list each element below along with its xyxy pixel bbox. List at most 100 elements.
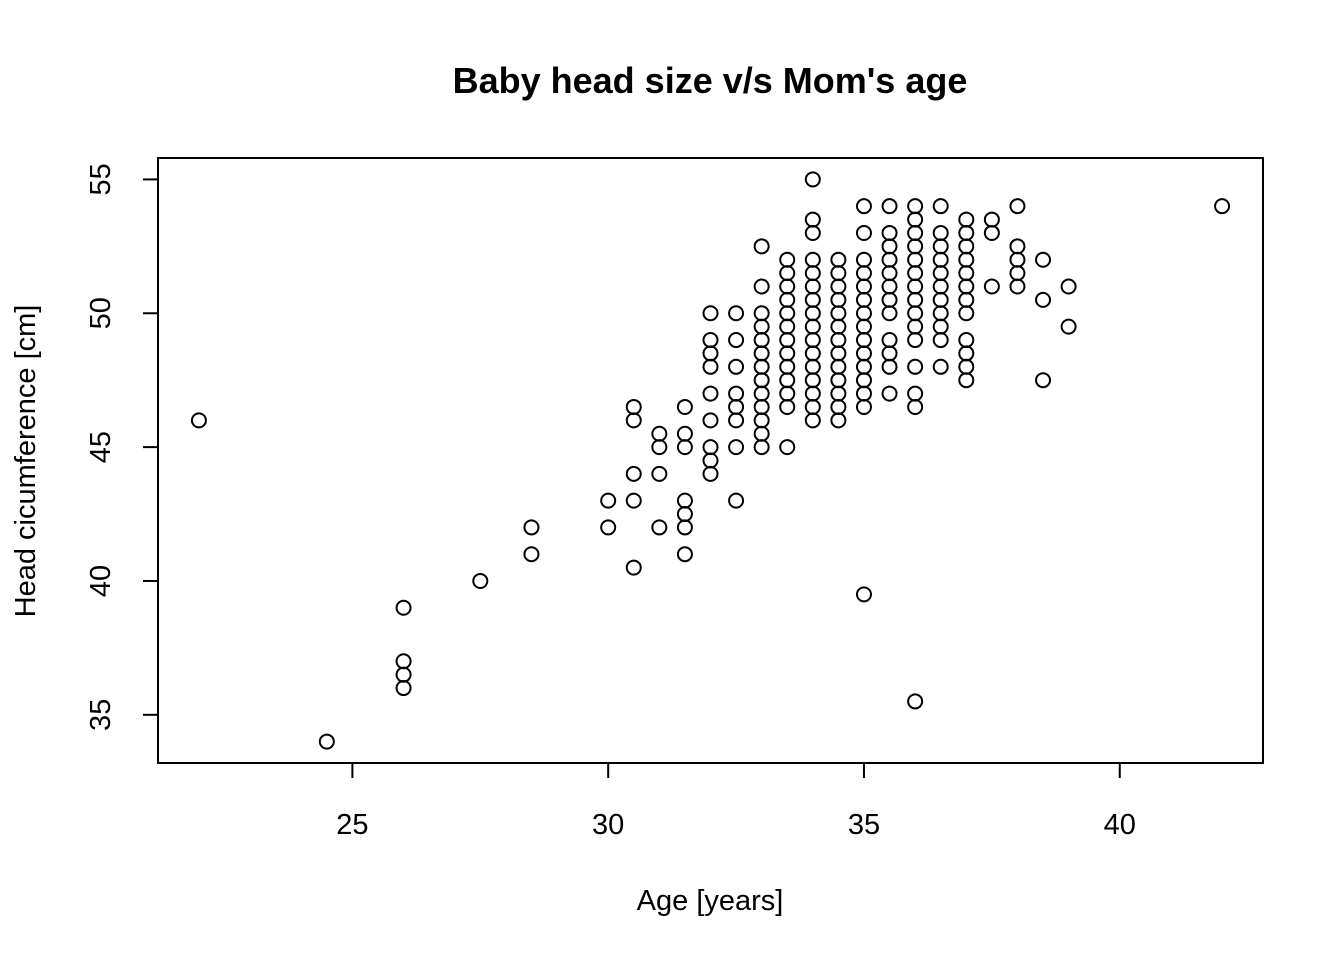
y-tick-label: 55 bbox=[85, 163, 117, 195]
x-tick-label: 30 bbox=[592, 809, 624, 841]
data-point bbox=[804, 278, 821, 295]
data-point bbox=[753, 332, 770, 349]
data-point bbox=[830, 345, 847, 362]
chart-title: Baby head size v/s Mom's age bbox=[453, 60, 968, 101]
data-point bbox=[702, 412, 719, 429]
data-point bbox=[958, 278, 975, 295]
data-point bbox=[804, 291, 821, 308]
data-point bbox=[830, 291, 847, 308]
y-tick-label: 45 bbox=[85, 431, 117, 463]
data-point bbox=[855, 385, 872, 402]
data-point bbox=[958, 211, 975, 228]
data-point bbox=[728, 492, 745, 509]
data-point bbox=[907, 332, 924, 349]
data-point bbox=[804, 224, 821, 241]
data-point bbox=[958, 345, 975, 362]
data-point bbox=[881, 251, 898, 268]
data-point bbox=[907, 251, 924, 268]
data-point bbox=[600, 492, 617, 509]
data-point bbox=[702, 332, 719, 349]
data-point bbox=[958, 372, 975, 389]
data-point bbox=[907, 398, 924, 415]
data-point bbox=[728, 332, 745, 349]
x-tick-label: 25 bbox=[336, 809, 368, 841]
x-tick-label: 40 bbox=[1104, 809, 1136, 841]
data-point bbox=[728, 358, 745, 375]
data-point bbox=[779, 318, 796, 335]
data-point bbox=[625, 559, 642, 576]
data-point bbox=[804, 318, 821, 335]
data-point bbox=[753, 412, 770, 429]
data-point bbox=[753, 439, 770, 456]
data-point bbox=[651, 465, 668, 482]
data-point bbox=[804, 332, 821, 349]
data-point bbox=[907, 318, 924, 335]
data-point bbox=[395, 599, 412, 616]
data-point bbox=[779, 291, 796, 308]
data-point bbox=[855, 278, 872, 295]
data-point bbox=[804, 385, 821, 402]
data-point bbox=[676, 506, 693, 523]
data-point bbox=[779, 305, 796, 322]
data-point bbox=[779, 345, 796, 362]
data-point bbox=[855, 224, 872, 241]
data-point bbox=[881, 224, 898, 241]
data-point bbox=[1060, 278, 1077, 295]
data-point bbox=[702, 452, 719, 469]
data-point bbox=[907, 385, 924, 402]
data-point bbox=[728, 412, 745, 429]
data-point bbox=[1009, 278, 1026, 295]
data-point bbox=[855, 291, 872, 308]
data-point bbox=[881, 278, 898, 295]
data-point bbox=[728, 439, 745, 456]
data-point bbox=[702, 385, 719, 402]
data-point bbox=[983, 278, 1000, 295]
data-point bbox=[932, 318, 949, 335]
data-point bbox=[702, 305, 719, 322]
data-point bbox=[753, 318, 770, 335]
data-point bbox=[907, 198, 924, 215]
data-point bbox=[830, 332, 847, 349]
plot-frame bbox=[157, 157, 1264, 764]
data-point bbox=[932, 251, 949, 268]
data-point bbox=[881, 265, 898, 282]
y-tick-label: 40 bbox=[85, 565, 117, 597]
data-point bbox=[523, 546, 540, 563]
data-point bbox=[855, 332, 872, 349]
data-point bbox=[804, 398, 821, 415]
data-point bbox=[830, 251, 847, 268]
data-point bbox=[702, 439, 719, 456]
data-point bbox=[907, 265, 924, 282]
data-point bbox=[983, 211, 1000, 228]
data-point bbox=[932, 358, 949, 375]
data-point bbox=[830, 372, 847, 389]
x-tick-label: 35 bbox=[848, 809, 880, 841]
data-point bbox=[753, 372, 770, 389]
data-point bbox=[932, 332, 949, 349]
data-point bbox=[907, 693, 924, 710]
data-point bbox=[932, 291, 949, 308]
y-axis-label: Head cicumference [cm] bbox=[10, 305, 42, 618]
data-point bbox=[1035, 291, 1052, 308]
data-point bbox=[651, 519, 668, 536]
data-point bbox=[855, 398, 872, 415]
data-point bbox=[804, 372, 821, 389]
x-axis-label: Age [years] bbox=[637, 885, 784, 917]
data-point bbox=[804, 171, 821, 188]
data-point bbox=[702, 358, 719, 375]
data-point bbox=[625, 465, 642, 482]
data-point bbox=[676, 398, 693, 415]
data-point bbox=[728, 398, 745, 415]
data-point bbox=[804, 358, 821, 375]
data-point bbox=[907, 238, 924, 255]
data-point bbox=[625, 412, 642, 429]
data-point bbox=[753, 358, 770, 375]
y-tick-label: 50 bbox=[85, 297, 117, 329]
data-point bbox=[855, 372, 872, 389]
data-point bbox=[1035, 372, 1052, 389]
data-point bbox=[855, 198, 872, 215]
data-point bbox=[804, 211, 821, 228]
data-point bbox=[804, 265, 821, 282]
data-point bbox=[779, 332, 796, 349]
data-point bbox=[676, 439, 693, 456]
